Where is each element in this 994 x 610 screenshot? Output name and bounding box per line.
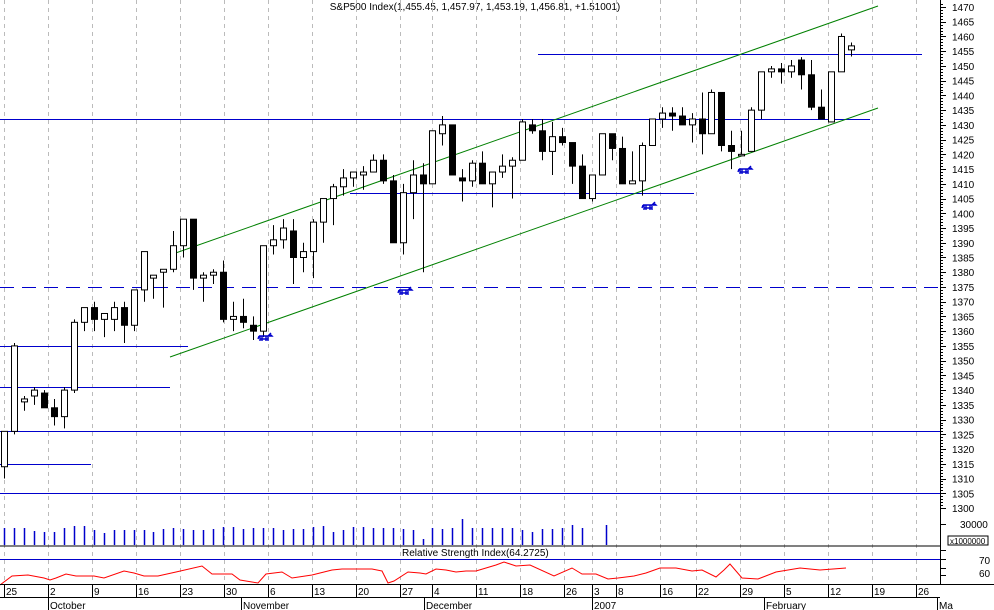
svg-text:20: 20: [358, 587, 370, 598]
svg-text:18: 18: [522, 587, 534, 598]
chart-title: S&P500 Index(1,455.45, 1,457.97, 1,453.1…: [329, 2, 621, 13]
svg-text:11: 11: [478, 587, 489, 598]
svg-text:26: 26: [918, 587, 930, 598]
svg-text:16: 16: [662, 587, 674, 598]
volume-bars: [0, 519, 940, 547]
svg-text:1370: 1370: [952, 298, 975, 309]
svg-text:1460: 1460: [952, 32, 975, 43]
svg-text:1305: 1305: [952, 489, 975, 500]
svg-text:1405: 1405: [952, 195, 975, 206]
svg-text:13: 13: [314, 587, 326, 598]
svg-text:1385: 1385: [952, 253, 975, 264]
svg-text:1450: 1450: [952, 62, 975, 73]
svg-text:November: November: [243, 601, 290, 610]
svg-text:1335: 1335: [952, 401, 975, 412]
svg-text:1365: 1365: [952, 312, 975, 323]
svg-text:26: 26: [566, 587, 578, 598]
svg-text:December: December: [426, 601, 473, 610]
svg-text:Ma: Ma: [939, 601, 953, 610]
svg-text:1400: 1400: [952, 209, 975, 220]
svg-text:19: 19: [874, 587, 886, 598]
rsi-title: Relative Strength Index(64.2725): [402, 548, 549, 559]
support-resistance-lines: [0, 54, 940, 494]
svg-text:1340: 1340: [952, 386, 975, 397]
svg-text:16: 16: [138, 587, 150, 598]
svg-text:1435: 1435: [952, 106, 975, 117]
svg-text:3: 3: [594, 587, 600, 598]
svg-text:1390: 1390: [952, 239, 975, 250]
svg-text:1325: 1325: [952, 430, 975, 441]
svg-text:30000: 30000: [960, 520, 988, 531]
svg-text:6: 6: [270, 587, 276, 598]
svg-text:1440: 1440: [952, 91, 975, 102]
gridlines: [4, 0, 917, 580]
svg-text:x1000000: x1000000: [950, 537, 986, 546]
svg-text:70: 70: [979, 556, 991, 567]
svg-text:29: 29: [742, 587, 754, 598]
svg-text:1375: 1375: [952, 283, 975, 294]
trend-channel: [169, 5, 879, 358]
svg-text:12: 12: [830, 587, 842, 598]
svg-text:1355: 1355: [952, 342, 975, 353]
svg-text:1380: 1380: [952, 268, 975, 279]
svg-text:1465: 1465: [952, 18, 975, 29]
svg-text:1470: 1470: [952, 3, 975, 14]
svg-text:1430: 1430: [952, 121, 975, 132]
rsi-panel: [0, 559, 940, 586]
svg-text:2007: 2007: [594, 601, 617, 610]
svg-text:8: 8: [618, 587, 624, 598]
svg-text:25: 25: [6, 587, 18, 598]
svg-text:23: 23: [182, 587, 194, 598]
svg-text:4: 4: [434, 587, 440, 598]
svg-text:1300: 1300: [952, 504, 975, 515]
svg-text:October: October: [50, 601, 86, 610]
svg-text:30: 30: [226, 587, 238, 598]
svg-text:1445: 1445: [952, 77, 975, 88]
svg-text:9: 9: [94, 587, 100, 598]
svg-text:1315: 1315: [952, 460, 975, 471]
svg-text:1350: 1350: [952, 357, 975, 368]
svg-text:2: 2: [50, 587, 56, 598]
svg-text:60: 60: [979, 569, 991, 580]
svg-text:1310: 1310: [952, 475, 975, 486]
svg-text:February: February: [766, 601, 806, 610]
svg-text:1455: 1455: [952, 47, 975, 58]
svg-text:1320: 1320: [952, 445, 975, 456]
svg-text:1415: 1415: [952, 165, 975, 176]
svg-text:22: 22: [698, 587, 710, 598]
svg-text:1395: 1395: [952, 224, 975, 235]
svg-text:1330: 1330: [952, 416, 975, 427]
svg-text:27: 27: [402, 587, 414, 598]
candlesticks: [1, 33, 855, 479]
svg-text:1410: 1410: [952, 180, 975, 191]
svg-text:5: 5: [786, 587, 792, 598]
bull-icons: [257, 165, 754, 341]
svg-text:1360: 1360: [952, 327, 975, 338]
svg-text:1345: 1345: [952, 371, 975, 382]
svg-text:1425: 1425: [952, 136, 975, 147]
svg-text:1420: 1420: [952, 150, 975, 161]
